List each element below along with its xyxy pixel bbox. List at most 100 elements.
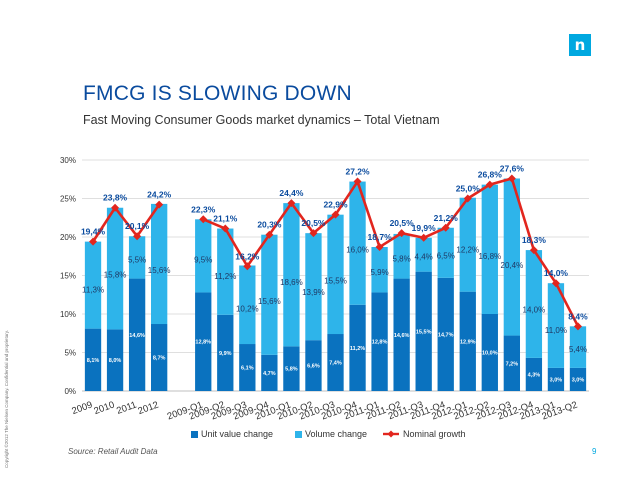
bar-volume (217, 228, 234, 315)
y-tick-label: 30% (60, 156, 76, 165)
label-volume: 15,6% (258, 297, 281, 306)
label-nominal: 22,3% (191, 204, 216, 214)
label-unit-value: 4,7% (263, 371, 276, 377)
bar-unit-value (283, 346, 300, 391)
label-volume: 5,9% (370, 268, 388, 277)
label-unit-value: 8,7% (153, 356, 166, 362)
nominal-line-segment (356, 181, 381, 248)
nominal-line-segment (312, 213, 337, 235)
bar-unit-value (481, 314, 498, 391)
x-tick-label: 2011 (115, 399, 138, 416)
label-unit-value: 4,3% (528, 372, 541, 378)
label-volume: 14,0% (523, 305, 546, 314)
label-volume: 18,6% (280, 278, 303, 287)
nominal-line-segment (401, 231, 424, 240)
label-unit-value: 12,9% (460, 339, 476, 345)
nominal-growth-line (89, 174, 582, 331)
label-volume: 12,2% (456, 245, 479, 254)
label-unit-value: 14,7% (438, 332, 454, 338)
y-axis: 0% 5% 10% 15% 20% 25% 30% (60, 156, 76, 396)
nominal-line-segment (489, 177, 513, 186)
label-volume: 11,0% (545, 326, 567, 335)
bar-volume (150, 203, 168, 325)
y-tick-label: 10% (60, 310, 76, 319)
nominal-line-segment (136, 203, 161, 237)
label-unit-value: 15,5% (416, 329, 432, 335)
label-volume: 15,6% (148, 266, 171, 275)
nominal-line-segment (268, 202, 293, 236)
label-unit-value: 12,8% (195, 340, 211, 346)
label-nominal: 20,3% (257, 220, 282, 230)
nominal-point (331, 210, 340, 219)
label-volume: 5,8% (393, 254, 411, 263)
bar-unit-value (393, 278, 410, 391)
nominal-point (375, 243, 384, 252)
label-unit-value: 10,0% (482, 351, 498, 357)
label-volume: 15,8% (104, 271, 127, 280)
label-unit-value: 6,6% (307, 364, 320, 370)
nominal-point (463, 194, 472, 203)
page-subtitle: Fast Moving Consumer Goods market dynami… (83, 113, 440, 127)
bar-unit-value (261, 354, 278, 391)
nominal-point (133, 232, 142, 241)
bar-volume (547, 283, 565, 368)
bar-unit-value (437, 277, 454, 391)
y-tick-label: 5% (64, 349, 76, 358)
nominal-point (529, 246, 538, 255)
label-unit-value: 8,0% (109, 358, 122, 364)
y-tick-label: 15% (60, 272, 76, 281)
nominal-point (265, 230, 274, 239)
nominal-point (353, 177, 362, 186)
x-tick-label: 2012 (137, 399, 161, 417)
bars (84, 178, 587, 391)
nominal-line-segment (334, 180, 359, 216)
bar-volume (195, 219, 212, 293)
y-tick-label: 25% (60, 195, 76, 204)
bar-unit-value (128, 278, 146, 391)
nielsen-logo-icon: n (569, 34, 591, 56)
nominal-point (419, 233, 428, 242)
bar-volume (305, 233, 322, 341)
label-volume: 4,4% (415, 252, 433, 261)
copyright-note: Copyright ©2012 The Nielsen Company. Con… (4, 330, 9, 468)
legend-marker-2 (387, 430, 395, 438)
bar-unit-value (305, 340, 322, 391)
bar-unit-value (150, 324, 168, 391)
label-unit-value: 6,1% (241, 366, 254, 372)
label-nominal: 18,3% (522, 235, 547, 245)
nominal-point (155, 200, 164, 209)
label-unit-value: 7,4% (329, 361, 342, 367)
nominal-point (111, 203, 120, 212)
label-nominal: 21,1% (213, 214, 238, 224)
label-unit-value: 7,2% (506, 361, 519, 367)
label-unit-value: 12,8% (372, 340, 388, 346)
nominal-point (89, 237, 98, 246)
bar-unit-value (106, 329, 124, 391)
label-volume: 15,5% (324, 276, 347, 285)
x-tick-label: 2009 (70, 399, 94, 417)
nominal-point (485, 180, 494, 189)
bar-volume (415, 237, 432, 272)
y-tick-label: 0% (64, 387, 76, 396)
label-nominal: 22,9% (323, 200, 348, 210)
label-unit-value: 3,0% (572, 377, 585, 383)
nominal-line-segment (467, 183, 491, 200)
nominal-point (397, 229, 406, 238)
nominal-point (221, 224, 230, 233)
bar-unit-value (371, 292, 388, 391)
label-nominal: 18,7% (368, 232, 393, 242)
nominal-point (507, 174, 516, 183)
label-nominal: 19,4% (81, 227, 106, 237)
label-volume: 16,8% (478, 252, 501, 261)
label-nominal: 24,2% (147, 190, 172, 200)
bar-unit-value (459, 291, 476, 391)
nominal-line-segment (444, 197, 469, 229)
label-nominal: 25,0% (456, 184, 481, 194)
nominal-line-segment (114, 206, 139, 238)
label-nominal: 8,4% (568, 311, 588, 321)
nominal-point (573, 322, 582, 331)
legend-label-0: Unit value change (201, 429, 273, 439)
label-volume: 6,5% (437, 251, 455, 260)
nominal-point (287, 199, 296, 208)
label-unit-value: 9,9% (219, 351, 232, 357)
